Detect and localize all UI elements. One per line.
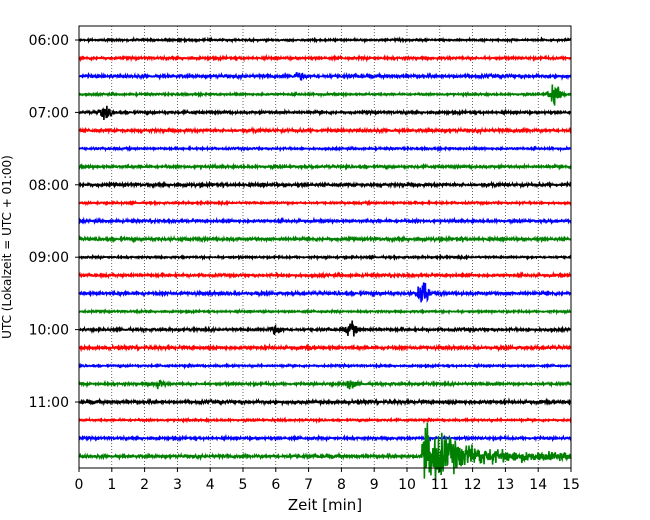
x-tick-label: 6 — [271, 477, 280, 493]
trace-line — [78, 282, 572, 303]
x-tick-label: 0 — [75, 477, 84, 493]
trace-line — [78, 35, 572, 44]
y-axis-title: UTC (Lokalzeit = UTC + 01:00) — [0, 155, 14, 339]
y-tick-label: 06:00 — [29, 33, 69, 49]
x-tick-label: 14 — [529, 477, 547, 493]
y-tick-label: 07:00 — [29, 105, 69, 121]
trace-line — [78, 216, 572, 226]
y-axis-ticks: 06:00 07:00 08:00 09:00 10:00 11:00 — [29, 33, 79, 411]
x-tick-label: 2 — [140, 477, 149, 493]
plot-frame — [78, 25, 572, 469]
trace-line — [78, 144, 572, 153]
x-tick-label: 3 — [173, 477, 182, 493]
trace-line — [78, 416, 572, 425]
trace-line — [78, 433, 572, 443]
trace-line — [78, 397, 572, 407]
trace-line — [78, 199, 572, 207]
x-axis-ticks: 0 1 2 3 4 5 6 7 8 9 10 11 12 13 14 15 — [75, 468, 580, 493]
x-tick-label: 15 — [562, 477, 580, 493]
trace-line — [78, 180, 572, 190]
trace-line — [78, 253, 572, 262]
x-tick-label: 4 — [206, 477, 215, 493]
y-tick-label: 11:00 — [29, 395, 69, 411]
trace-line — [78, 422, 572, 482]
x-tick-label: 13 — [496, 477, 514, 493]
x-tick-label: 9 — [370, 477, 379, 493]
trace-line — [78, 126, 572, 136]
x-tick-label: 10 — [398, 477, 416, 493]
y-tick-label: 09:00 — [29, 250, 69, 266]
trace-line — [78, 307, 572, 316]
x-tick-label: 12 — [464, 477, 482, 493]
x-tick-label: 5 — [239, 477, 248, 493]
trace-line — [78, 105, 572, 120]
trace-line — [78, 53, 572, 63]
y-tick-label: 08:00 — [29, 178, 69, 194]
x-axis-title: Zeit [min] — [288, 496, 362, 514]
y-tick-label: 10:00 — [29, 323, 69, 339]
trace-line — [78, 379, 572, 390]
trace-line — [78, 342, 572, 353]
x-tick-label: 11 — [431, 477, 449, 493]
trace-line — [78, 270, 572, 280]
trace-line — [78, 162, 572, 171]
trace-line — [78, 71, 572, 82]
x-tick-label: 7 — [304, 477, 313, 493]
x-tick-label: 1 — [107, 477, 116, 493]
x-tick-label: 8 — [337, 477, 346, 493]
trace-line — [78, 84, 572, 106]
trace-line — [78, 362, 572, 370]
seismic-traces — [78, 35, 572, 482]
trace-line — [78, 320, 572, 337]
trace-line — [78, 234, 572, 244]
